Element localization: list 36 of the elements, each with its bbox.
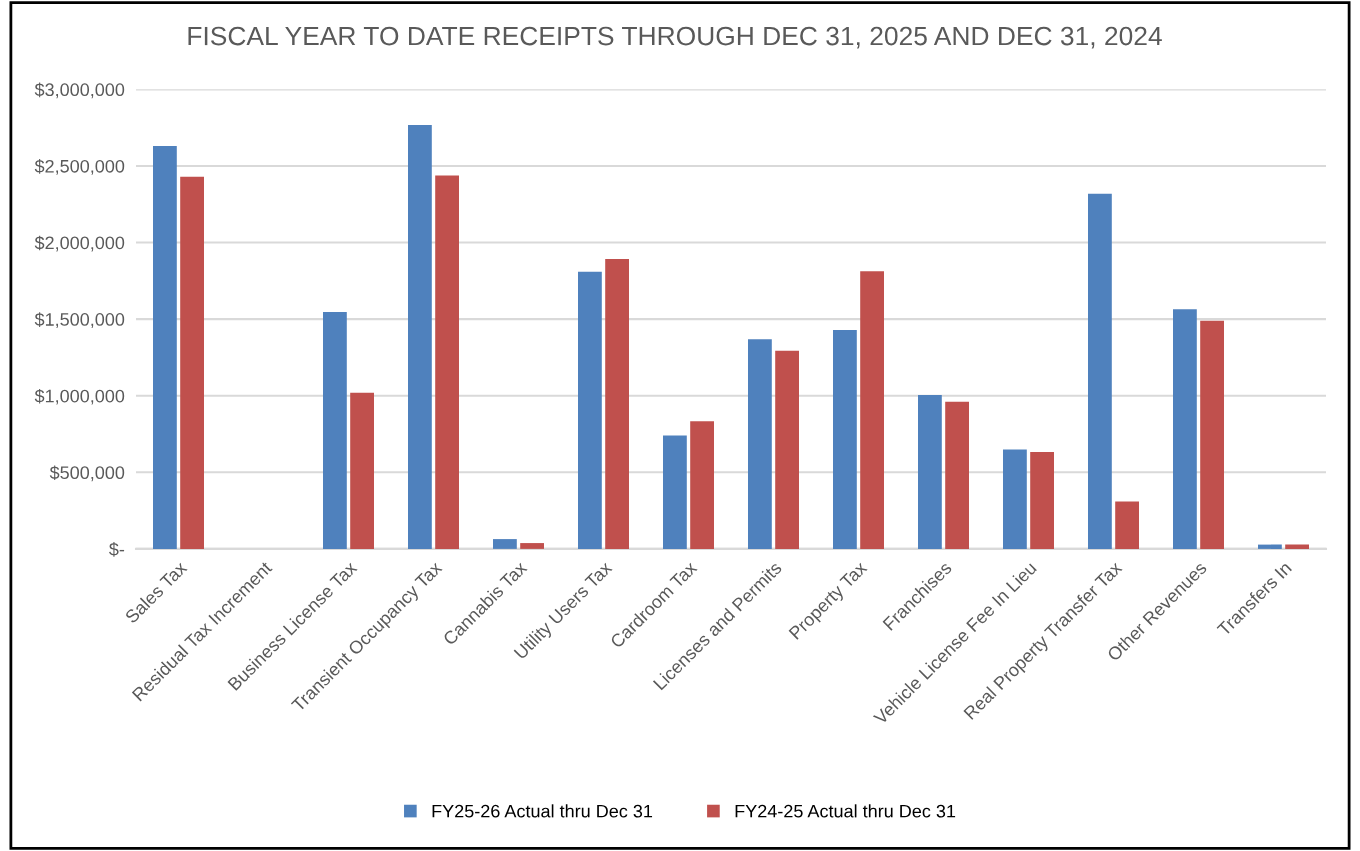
y-tick-label: $2,000,000 (34, 235, 125, 252)
bar (153, 146, 177, 549)
chart-title: FISCAL YEAR TO DATE RECEIPTS THROUGH DEC 31, 2025 AND DEC 31, 2024 (188, 26, 1162, 49)
bar (1258, 544, 1282, 549)
bar (435, 175, 459, 549)
bar (833, 330, 857, 549)
y-tick-label: $- (109, 542, 125, 557)
bar (1200, 320, 1224, 549)
y-tick-label: $1,500,000 (34, 312, 125, 328)
bar (493, 539, 517, 549)
bar (663, 435, 687, 549)
bar (775, 350, 799, 549)
bar (1003, 449, 1027, 549)
bar (323, 311, 347, 549)
bar (1285, 544, 1309, 549)
bar (1088, 193, 1112, 549)
bar (860, 271, 884, 549)
bar (1115, 501, 1139, 549)
bar (180, 176, 204, 549)
bar (1030, 452, 1054, 549)
bar (945, 401, 969, 549)
legend-label: FY24-25 Actual thru Dec 31 (735, 804, 956, 818)
bar (690, 421, 714, 549)
bar (350, 392, 374, 549)
y-tick-label: $500,000 (49, 465, 125, 482)
bar (748, 339, 772, 549)
y-tick-label: $2,500,000 (34, 159, 125, 175)
bar (578, 271, 602, 549)
y-tick-label: $3,000,000 (34, 82, 125, 99)
bar (918, 395, 942, 549)
bar (408, 125, 432, 549)
y-tick-label: $1,000,000 (34, 388, 125, 405)
bar (1173, 309, 1197, 549)
legend-label: FY25-26 Actual thru Dec 31 (432, 804, 653, 818)
bar (605, 258, 629, 549)
bar (520, 543, 544, 549)
